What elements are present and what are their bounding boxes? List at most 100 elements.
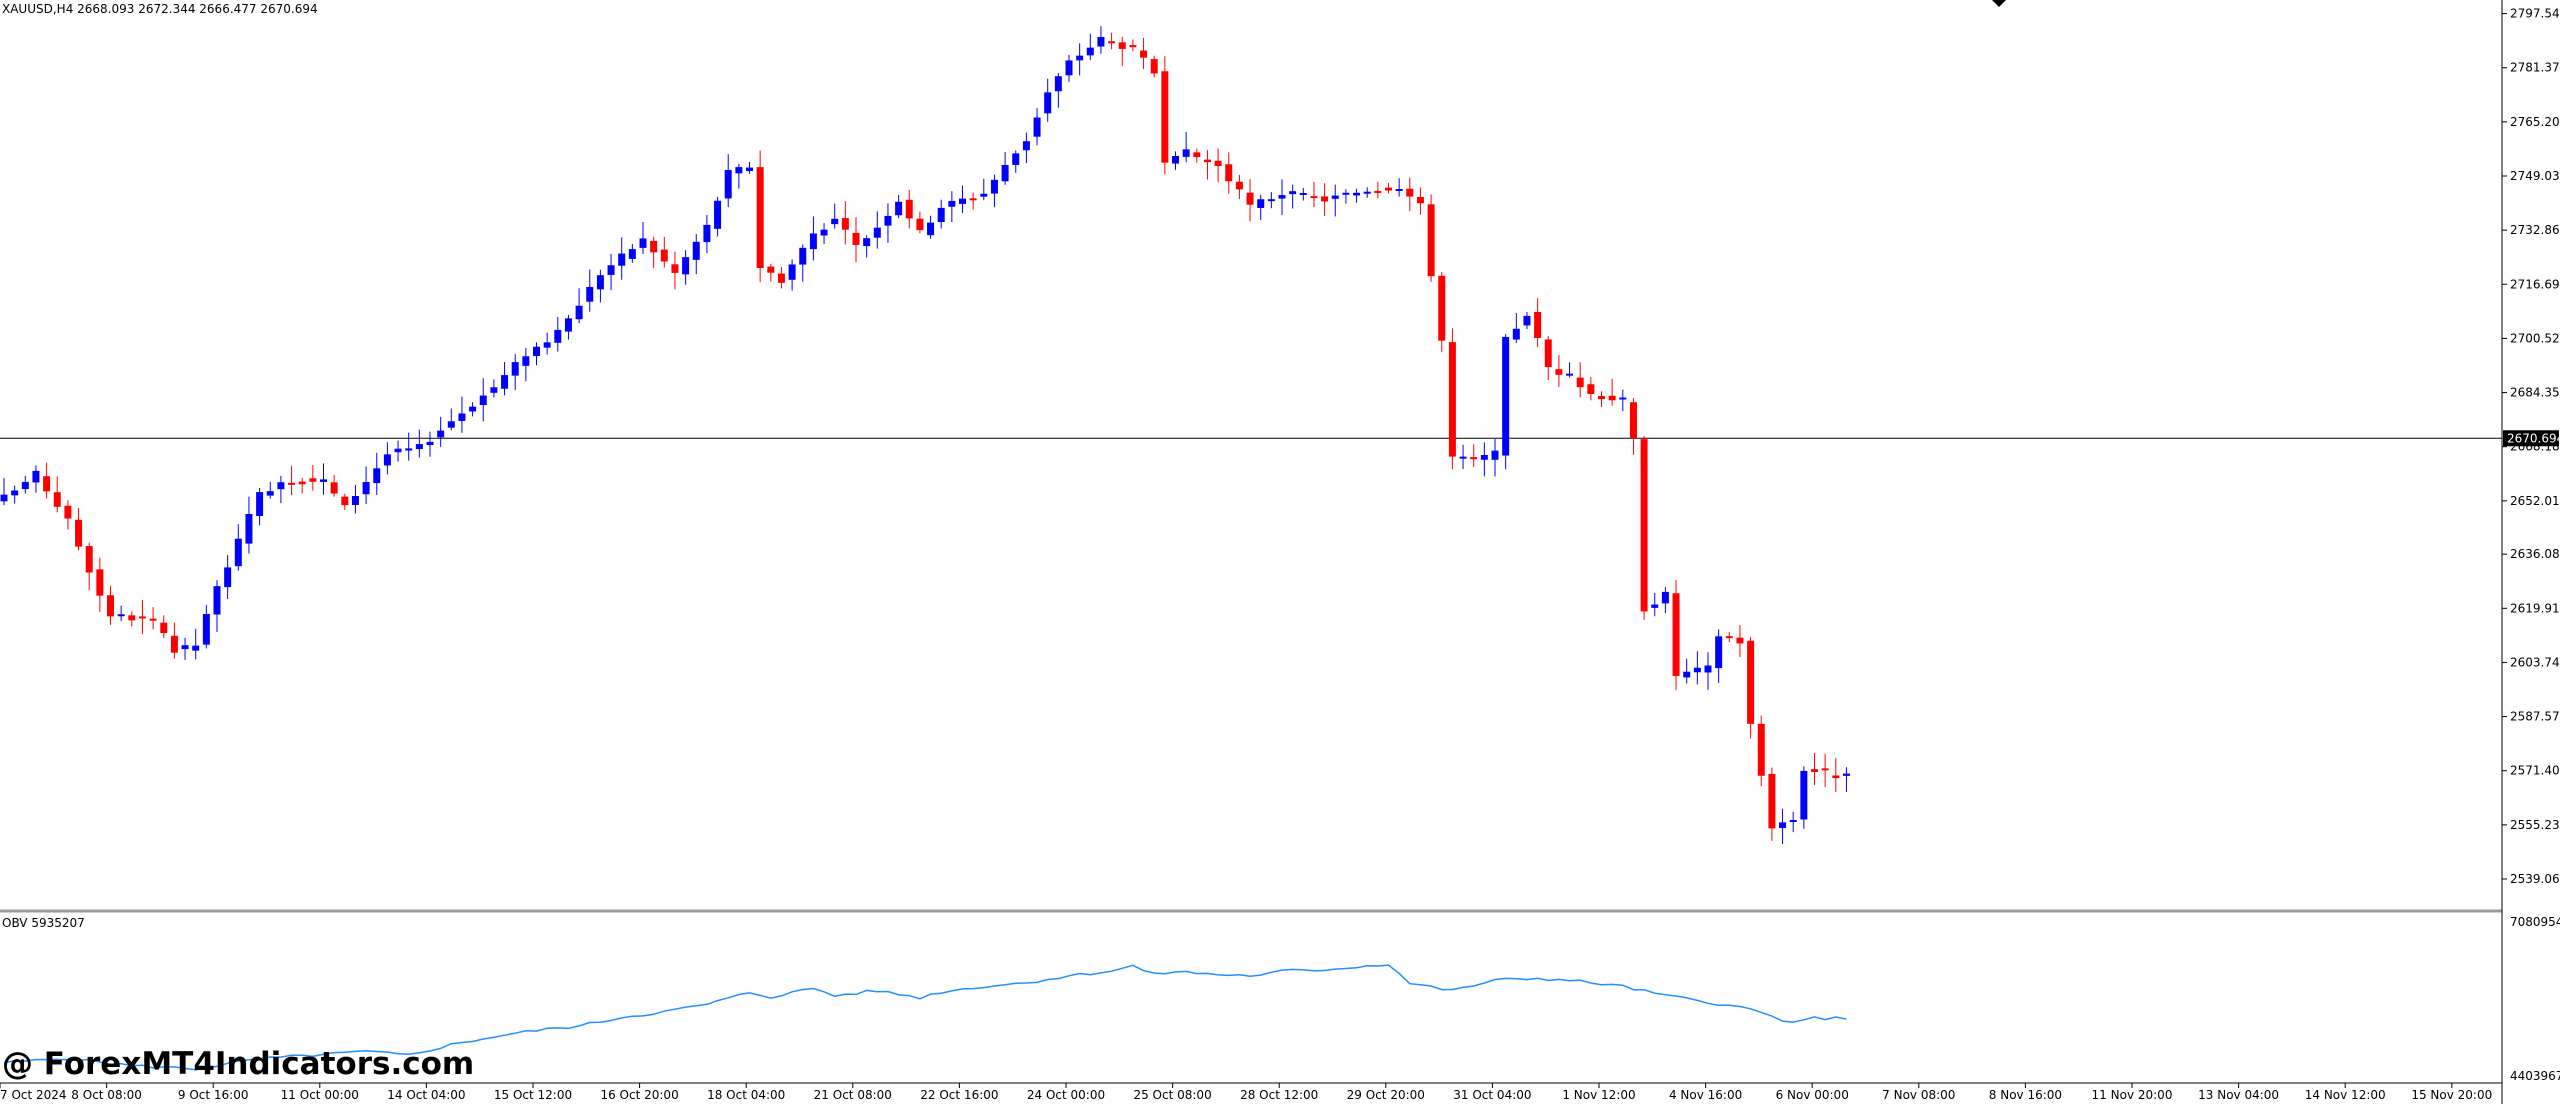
candle-body	[1086, 47, 1094, 56]
bear-candle	[138, 599, 146, 635]
candle-body	[213, 586, 221, 615]
candle-body	[724, 170, 732, 199]
price-tick-label: 2555.235	[2510, 818, 2560, 832]
candle-body	[1342, 192, 1350, 195]
bear-candle	[341, 493, 349, 510]
candle-body	[1257, 199, 1265, 208]
candle-body	[1161, 71, 1169, 163]
bull-candle	[394, 440, 402, 462]
candle-body	[85, 546, 93, 573]
bull-candle	[373, 452, 381, 495]
candle-body	[1076, 55, 1084, 61]
bull-candle	[362, 466, 370, 505]
bear-candle	[75, 508, 83, 551]
time-tick-label: 7 Nov 08:00	[1882, 1088, 1955, 1102]
candle-body	[1385, 187, 1392, 191]
candle-body	[564, 318, 572, 332]
time-tick-label: 13 Nov 04:00	[2198, 1088, 2279, 1102]
price-tick-label: 2797.540	[2510, 7, 2560, 21]
candle-body	[1725, 636, 1733, 639]
candle-body	[1012, 153, 1020, 165]
candle-body	[554, 329, 562, 343]
candle-body	[895, 201, 903, 216]
main-price-chart[interactable]	[0, 26, 2502, 844]
price-tick-label: 2716.690	[2510, 277, 2560, 291]
bull-candle	[1022, 132, 1030, 164]
candle-body	[1693, 667, 1701, 673]
bull-candle	[234, 524, 242, 571]
candle-body	[735, 167, 743, 174]
candle-body	[1310, 196, 1318, 199]
candle-body	[533, 346, 540, 357]
candle-body	[447, 421, 455, 428]
candle-body	[1789, 820, 1797, 823]
candle-body	[21, 481, 29, 490]
bull-candle	[256, 487, 264, 526]
bull-candle	[746, 161, 753, 174]
bull-candle	[277, 475, 285, 504]
candle-body	[543, 342, 551, 348]
bear-candle	[1214, 148, 1222, 183]
candle-body	[394, 448, 402, 453]
candle-body	[53, 492, 61, 507]
candle-body	[373, 468, 381, 484]
candle-body	[607, 265, 615, 275]
candle-body	[1374, 190, 1382, 193]
bull-candle	[1278, 179, 1286, 215]
obv-indicator-pane[interactable]	[3, 964, 1847, 1071]
bear-candle	[1608, 378, 1616, 406]
candle-body	[596, 275, 604, 290]
bull-candle	[1842, 767, 1850, 793]
bull-candle	[1001, 152, 1009, 185]
candle-body	[777, 273, 785, 283]
candle-body	[362, 482, 370, 495]
bull-candle	[522, 348, 530, 382]
candle-body	[1001, 165, 1009, 182]
candle-body	[1704, 665, 1712, 673]
candle-body	[873, 227, 881, 238]
candle-body	[639, 238, 647, 248]
bull-candle	[1363, 187, 1371, 198]
current-price-tag: 2670.694	[2503, 430, 2560, 447]
candle-body	[1140, 50, 1148, 58]
candle-body	[266, 491, 274, 496]
bull-candle	[586, 269, 594, 312]
time-tick-label: 6 Nov 00:00	[1776, 1088, 1849, 1102]
time-tick-label: 16 Oct 20:00	[600, 1088, 678, 1102]
bear-candle	[85, 542, 93, 591]
chart-shift-marker-icon[interactable]	[1992, 0, 2006, 7]
price-tick-label: 2684.350	[2510, 386, 2560, 400]
bull-candle	[788, 259, 796, 291]
candle-body	[1267, 199, 1275, 202]
time-axis[interactable]: 7 Oct 2024 8 Oct 08:00 9 Oct 16:00 11 Oct 0…	[0, 1083, 2492, 1102]
bear-candle	[107, 585, 114, 625]
price-tick-label: 2700.520	[2510, 331, 2560, 345]
candle-body	[1683, 671, 1691, 678]
candle-body	[820, 229, 828, 236]
bull-candle	[543, 332, 551, 355]
candle-body	[245, 514, 253, 544]
bull-candle	[1661, 587, 1669, 613]
candle-body	[1321, 196, 1329, 202]
bull-candle	[1086, 33, 1094, 60]
time-tick-label: 4 Nov 16:00	[1669, 1088, 1742, 1102]
candle-body	[479, 395, 487, 406]
candle-body	[43, 476, 51, 492]
bear-candle	[1193, 148, 1201, 163]
bear-candle	[1203, 150, 1211, 180]
bull-candle	[1054, 73, 1062, 108]
bull-candle	[479, 378, 487, 422]
bull-candle	[873, 211, 881, 249]
bear-candle	[671, 251, 679, 290]
candle-body	[1480, 454, 1488, 460]
bull-candle	[533, 342, 540, 366]
candle-body	[1225, 164, 1233, 182]
time-tick-label: 29 Oct 20:00	[1347, 1088, 1425, 1102]
candle-body	[1182, 149, 1190, 157]
current-price-tag-box	[2503, 430, 2559, 447]
candle-body	[1555, 369, 1563, 375]
candle-body	[1608, 395, 1616, 401]
